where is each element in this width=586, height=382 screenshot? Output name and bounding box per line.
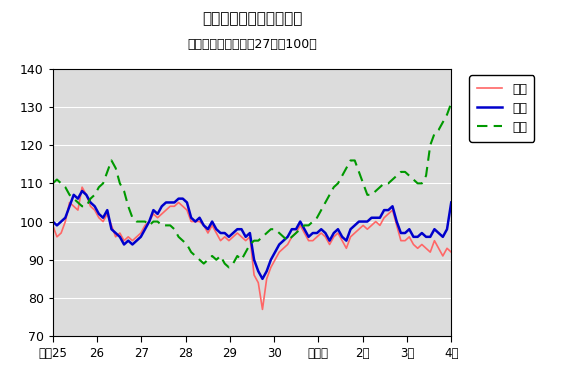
- Legend: 生産, 出荷, 在庫: 生産, 出荷, 在庫: [469, 75, 534, 141]
- 生産: [259, 307, 266, 312]
- 出荷: [271, 250, 278, 254]
- 出荷: [226, 235, 233, 239]
- 生産: [79, 185, 86, 189]
- 出荷: [448, 200, 455, 205]
- 生産: [226, 238, 233, 243]
- 出荷: [166, 200, 173, 205]
- 生産: [108, 223, 115, 228]
- 在庫: [267, 227, 274, 231]
- 生産: [166, 204, 173, 209]
- 在庫: [162, 223, 169, 228]
- 出荷: [255, 269, 262, 274]
- 出荷: [259, 277, 266, 281]
- 出荷: [79, 189, 86, 193]
- 在庫: [255, 238, 262, 243]
- 在庫: [49, 181, 56, 186]
- 在庫: [221, 261, 228, 266]
- Line: 在庫: 在庫: [53, 103, 451, 267]
- 在庫: [104, 170, 111, 174]
- 生産: [255, 280, 262, 285]
- 生産: [49, 223, 56, 228]
- Line: 出荷: 出荷: [53, 191, 451, 279]
- Line: 生産: 生産: [53, 187, 451, 309]
- 生産: [271, 257, 278, 262]
- Text: （季節調整済、平成27年＝100）: （季節調整済、平成27年＝100）: [187, 38, 317, 51]
- 在庫: [418, 181, 425, 186]
- 出荷: [423, 235, 430, 239]
- 出荷: [108, 227, 115, 231]
- 在庫: [226, 265, 233, 270]
- 出荷: [49, 219, 56, 224]
- Text: 鳥取県鉱工業指数の推移: 鳥取県鉱工業指数の推移: [202, 11, 302, 26]
- 在庫: [448, 101, 455, 105]
- 生産: [423, 246, 430, 251]
- 生産: [448, 250, 455, 254]
